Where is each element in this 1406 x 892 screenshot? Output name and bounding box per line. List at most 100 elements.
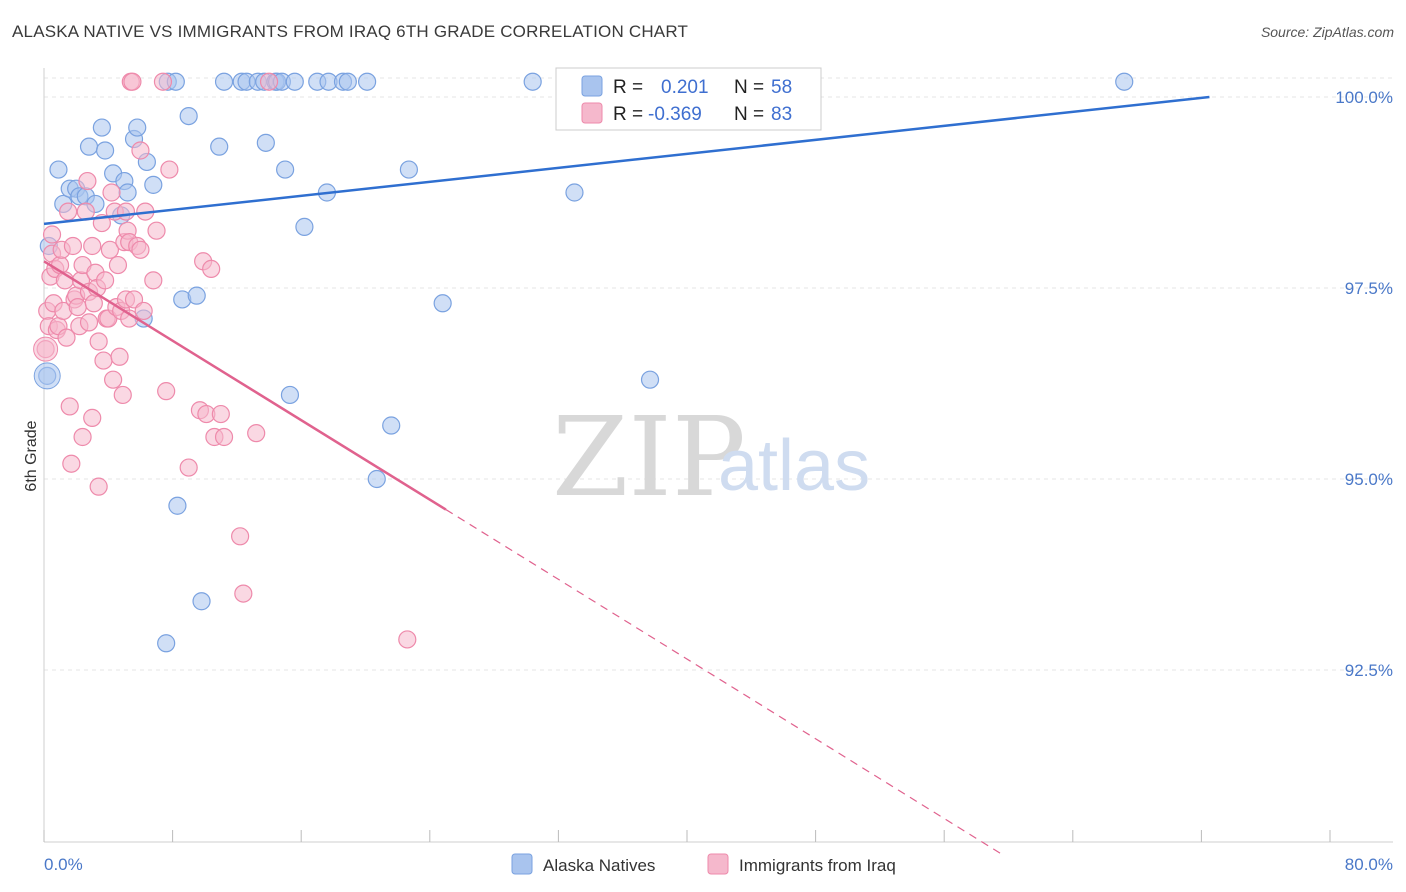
iraq-immigrant-point [160,160,179,179]
iraq-immigrant-point [108,255,128,275]
stats-legend-swatch-alaska [581,75,603,97]
iraq-immigrant-point [89,477,108,496]
iraq-immigrant-point [147,221,166,240]
alaska-native-point [295,217,314,236]
iraq-immigrant-point [73,427,92,447]
alaska-native-point [1115,72,1134,91]
legend-swatch-alaska-natives [511,853,533,875]
iraq-immigrant-point [211,404,230,424]
alaska-native-point [179,106,198,126]
stats-n-value-1: 58 [771,77,792,98]
alaska-native-point [157,634,176,653]
iraq-immigrant-point [234,584,253,603]
alaska-native-point-large [33,362,61,390]
x-tick-label-min: 0.0% [44,855,83,874]
iraq-immigrant-point [100,240,120,259]
alaska-native-point [565,183,584,202]
iraq-immigrant-point [78,171,97,191]
iraq-immigrant-point [131,141,150,160]
iraq-immigrant-point-large [33,336,59,362]
alaska-native-point [192,592,211,611]
iraq-immigrant-point [144,271,163,290]
iraq-immigrant-point [398,630,417,649]
stats-legend: R = 0.201 N = 58 R = -0.369 N = 83 [555,67,822,131]
alaska-native-point [276,160,295,179]
stats-n-value-2: 83 [771,104,792,125]
iraq-immigrant-point [102,183,121,202]
iraq-immigrant-point [83,408,102,427]
data-points [33,72,1134,653]
iraq-immigrant-point [79,313,99,332]
series-legend: Alaska Natives Immigrants from Iraq [511,853,896,875]
watermark-zip: ZIP [552,393,746,521]
iraq-immigrant-point [157,382,176,401]
iraq-immigrant-point [59,202,78,221]
alaska-natives-trend-line [43,95,1210,226]
legend-swatch-iraq [707,853,729,875]
iraq-immigrant-point [110,347,129,366]
iraq-trend-line-extension [445,509,1001,854]
watermark-atlas: atlas [718,426,870,506]
y-tick-label: 100.0% [1335,88,1393,107]
alaska-native-point [144,175,163,194]
stats-n-label-1: N = [734,77,764,98]
iraq-immigrant-point [94,351,113,370]
alaska-native-point [382,416,401,435]
stats-r-value-1: 0.201 [661,77,709,98]
x-tick-labels: 0.0% 80.0% [44,855,1393,874]
legend-label-alaska-natives: Alaska Natives [543,856,655,875]
iraq-immigrant-point [202,259,221,278]
axes: 92.5% 95.0% 97.5% 100.0% [43,68,1393,843]
y-tick-label: 95.0% [1345,470,1393,489]
iraq-immigrant-point [131,240,150,259]
y-tick-label: 97.5% [1345,279,1393,298]
y-axis-title: 6th Grade [23,420,40,491]
alaska-native-point [210,137,229,156]
x-tick-label-max: 80.0% [1345,855,1393,874]
alaska-native-point [92,118,111,137]
alaska-native-point [640,370,660,389]
stats-r-value-2: -0.369 [648,104,702,125]
iraq-immigrant-point [57,328,76,347]
y-axis-label: 6th Grade [23,420,40,491]
legend-label-iraq: Immigrants from Iraq [739,856,896,875]
alaska-native-point [285,72,304,91]
chart-source: Source: ZipAtlas.com [1260,24,1394,40]
stats-r-label-1: R = [613,77,643,98]
alaska-native-point [128,118,147,137]
iraq-immigrant-point [62,454,81,473]
iraq-immigrant-point [247,424,266,443]
alaska-native-point [358,72,377,91]
watermark: ZIP atlas [552,393,870,521]
trend-lines [43,95,1210,854]
alaska-native-point [338,72,357,91]
stats-r-label-2: R = [613,104,643,125]
iraq-immigrant-point [63,236,83,256]
iraq-immigrant-point [259,72,279,91]
iraq-immigrant-point [95,271,115,290]
alaska-native-point [95,141,115,160]
iraq-immigrant-point [68,298,87,317]
iraq-trend-line [43,260,447,511]
iraq-immigrant-point [60,397,79,416]
iraq-immigrant-point [116,202,136,221]
alaska-native-point [118,183,137,202]
iraq-immigrant-point [153,72,173,91]
alaska-native-point [399,160,419,179]
gridlines [44,77,1393,671]
alaska-native-point [367,469,386,489]
alaska-native-point [214,72,234,91]
iraq-immigrant-point [84,294,103,313]
iraq-immigrant-point [89,332,108,351]
alaska-native-point [433,294,452,313]
alaska-native-point [49,160,68,179]
alaska-native-point [168,496,187,515]
alaska-native-point [256,133,275,152]
alaska-native-point [187,286,206,305]
iraq-immigrant-point [134,301,153,321]
iraq-immigrant-point [42,225,62,244]
iraq-immigrant-point [231,527,250,546]
alaska-native-point [523,72,542,91]
chart-title: ALASKA NATIVE VS IMMIGRANTS FROM IRAQ 6T… [12,22,689,41]
